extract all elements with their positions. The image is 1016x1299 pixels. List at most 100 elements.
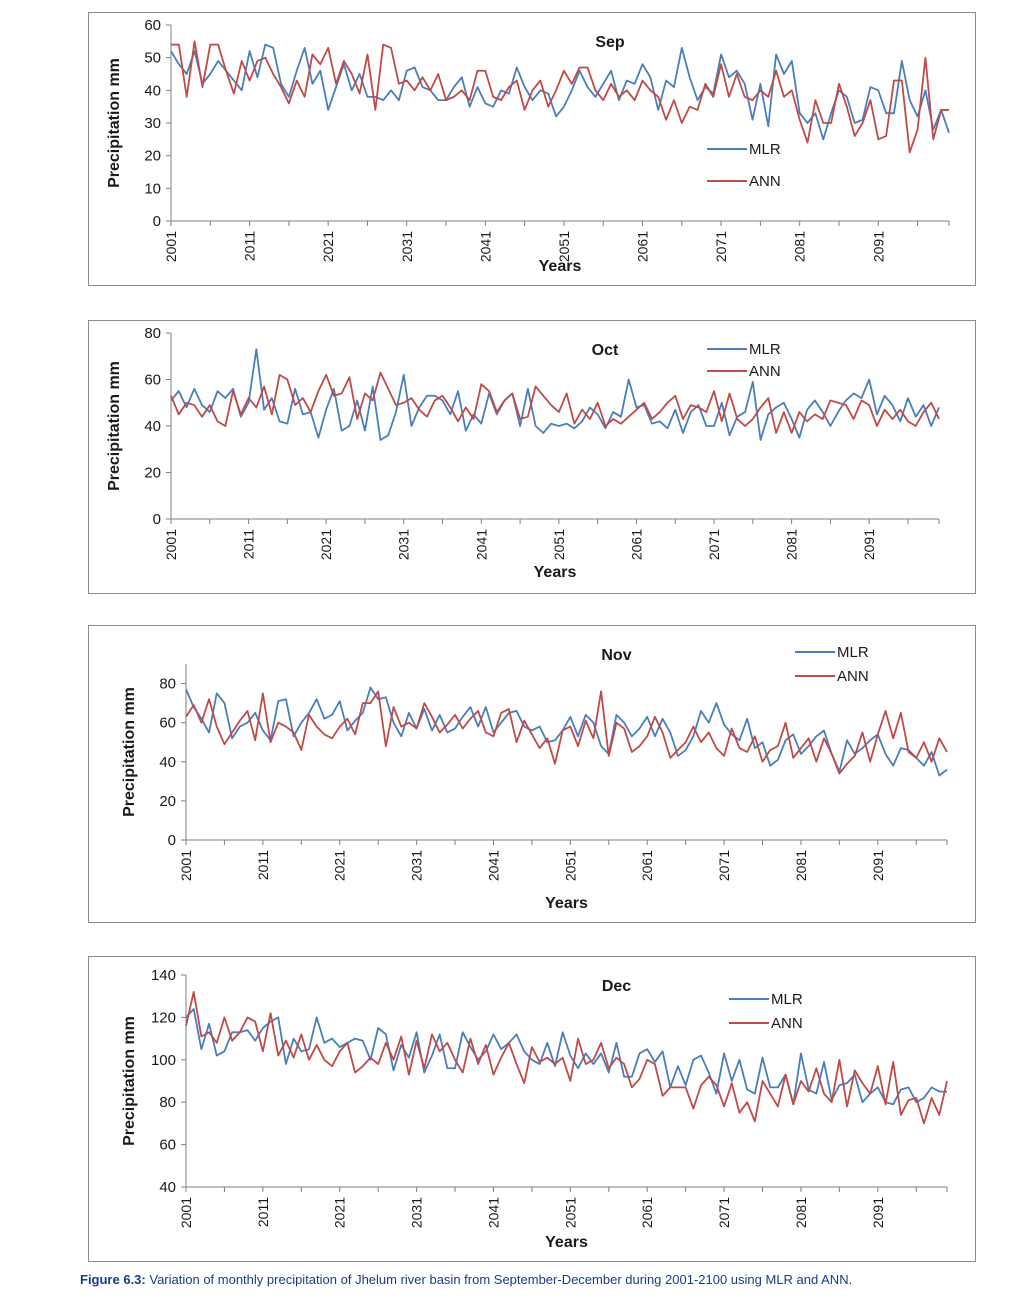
y-tick-label: 40 [144,418,161,435]
x-tick-label: 2061 [639,1197,655,1228]
x-axis-label: Years [545,895,588,912]
chart-svg-nov: 0 20 40 60 80 2001 2011 2021 2031 2041 2051 2061 207… [121,644,948,912]
y-tick-label: 140 [151,967,176,984]
y-tick-label: 0 [153,511,161,528]
y-tick-label: 80 [159,1094,176,1111]
y-tick-label: 20 [144,465,161,482]
chart-title: Sep [595,34,625,51]
y-axis-label: Precipitation mm [106,361,123,491]
x-tick-label: 2021 [332,850,348,881]
x-tick-label: 2031 [396,529,412,560]
chart-svg-sep: 0 10 20 30 40 50 60 2001 2011 2021 2031 2041 2051 206… [106,17,950,275]
legend-label-mlr: MLR [837,644,869,661]
y-tick-label: 60 [159,715,176,732]
x-tick-label: 2061 [635,231,651,262]
x-tick-label: 2051 [562,850,578,881]
chart-svg-dec: 40 60 80 100 120 140 2001 2011 2021 2031 2041 2051 2… [121,967,948,1251]
x-tick-label: 2051 [556,231,572,262]
legend-label-mlr: MLR [749,141,781,158]
x-tick-label: 2041 [485,1197,501,1228]
x-tick-label: 2001 [163,529,179,560]
x-tick-label: 2031 [409,1197,425,1228]
y-tick-label: 60 [144,17,161,34]
y-tick-label: 0 [153,213,161,230]
y-axis-label: Precipitation mm [121,687,138,817]
chart-title: Oct [592,342,619,359]
x-tick-label: 2031 [399,231,415,262]
y-tick-label: 10 [144,180,161,197]
series-line-mlr-nov [185,686,948,777]
chart-panel-oct: 0 20 40 60 80 2001 2011 2021 2031 2041 2051 2061 207… [88,320,976,594]
x-tick-label: 2091 [861,529,877,560]
series-line-ann-sep [171,40,949,154]
y-tick-label: 80 [144,325,161,342]
x-tick-label: 2071 [713,231,729,262]
x-tick-label: 2021 [318,529,334,560]
x-tick-label: 2001 [163,231,179,262]
x-tick-label: 2011 [241,529,257,559]
x-tick-label: 2011 [255,1197,271,1227]
x-tick-label: 2001 [178,850,194,881]
series-line-ann-dec [185,991,948,1125]
legend-label-ann: ANN [749,363,781,380]
y-tick-label: 50 [144,50,161,67]
x-tick-label: 2061 [639,850,655,881]
x-tick-label: 2091 [870,1197,886,1228]
series-line-ann-nov [185,690,948,775]
x-tick-label: 2021 [332,1197,348,1228]
y-tick-label: 20 [159,793,176,810]
chart-svg-oct: 0 20 40 60 80 2001 2011 2021 2031 2041 2051 2061 207… [106,325,940,581]
x-axis-label: Years [545,1234,588,1251]
x-tick-label: 2091 [870,231,886,262]
y-tick-label: 100 [151,1052,176,1069]
chart-title: Nov [601,647,631,664]
legend-label-mlr: MLR [749,341,781,358]
caption-label: Figure 6.3: [80,1272,146,1287]
x-tick-label: 2061 [628,529,644,560]
y-tick-label: 40 [159,1179,176,1196]
chart-panel-nov: 0 20 40 60 80 2001 2011 2021 2031 2041 2051 2061 207… [88,625,976,923]
x-tick-label: 2031 [409,850,425,881]
series-line-mlr-oct [170,348,940,441]
y-tick-label: 60 [144,372,161,389]
series-line-mlr-sep [170,43,950,141]
x-tick-label: 2041 [485,850,501,881]
legend-label-ann: ANN [837,668,869,685]
x-tick-label: 2041 [473,529,489,560]
x-tick-label: 2041 [477,231,493,262]
chart-panel-sep: 0 10 20 30 40 50 60 2001 2011 2021 2031 2041 2051 206… [88,12,976,286]
y-axis-label: Precipitation mm [106,58,123,188]
y-tick-label: 120 [151,1009,176,1026]
x-tick-label: 2081 [792,231,808,262]
caption-text: Variation of monthly precipitation of Jh… [145,1272,853,1287]
figure-caption: Figure 6.3: Variation of monthly precipi… [80,1272,1010,1287]
legend-label-ann: ANN [771,1015,803,1032]
y-tick-label: 0 [168,832,176,849]
legend-label-ann: ANN [749,173,781,190]
y-tick-label: 60 [159,1137,176,1154]
x-tick-label: 2081 [784,529,800,560]
chart-panel-dec: 40 60 80 100 120 140 2001 2011 2021 2031 2041 2051 2… [88,956,976,1262]
x-tick-label: 2081 [793,1197,809,1228]
x-tick-label: 2071 [716,850,732,881]
x-tick-label: 2001 [178,1197,194,1228]
x-tick-label: 2091 [870,850,886,881]
x-tick-label: 2081 [793,850,809,881]
x-tick-label: 2011 [242,231,258,261]
series-line-ann-oct [170,371,940,434]
x-tick-label: 2071 [706,529,722,560]
y-tick-label: 20 [144,148,161,165]
y-tick-label: 40 [159,754,176,771]
y-tick-label: 30 [144,115,161,132]
y-tick-label: 80 [159,676,176,693]
y-axis-label: Precipitation mm [121,1016,138,1146]
x-tick-label: 2021 [320,231,336,262]
x-tick-label: 2071 [716,1197,732,1228]
x-axis-label: Years [534,564,577,581]
x-tick-label: 2051 [562,1197,578,1228]
series-line-mlr-dec [185,1008,947,1106]
x-axis-label: Years [539,258,582,275]
chart-title: Dec [602,978,631,995]
x-tick-label: 2051 [551,529,567,560]
y-tick-label: 40 [144,82,161,99]
